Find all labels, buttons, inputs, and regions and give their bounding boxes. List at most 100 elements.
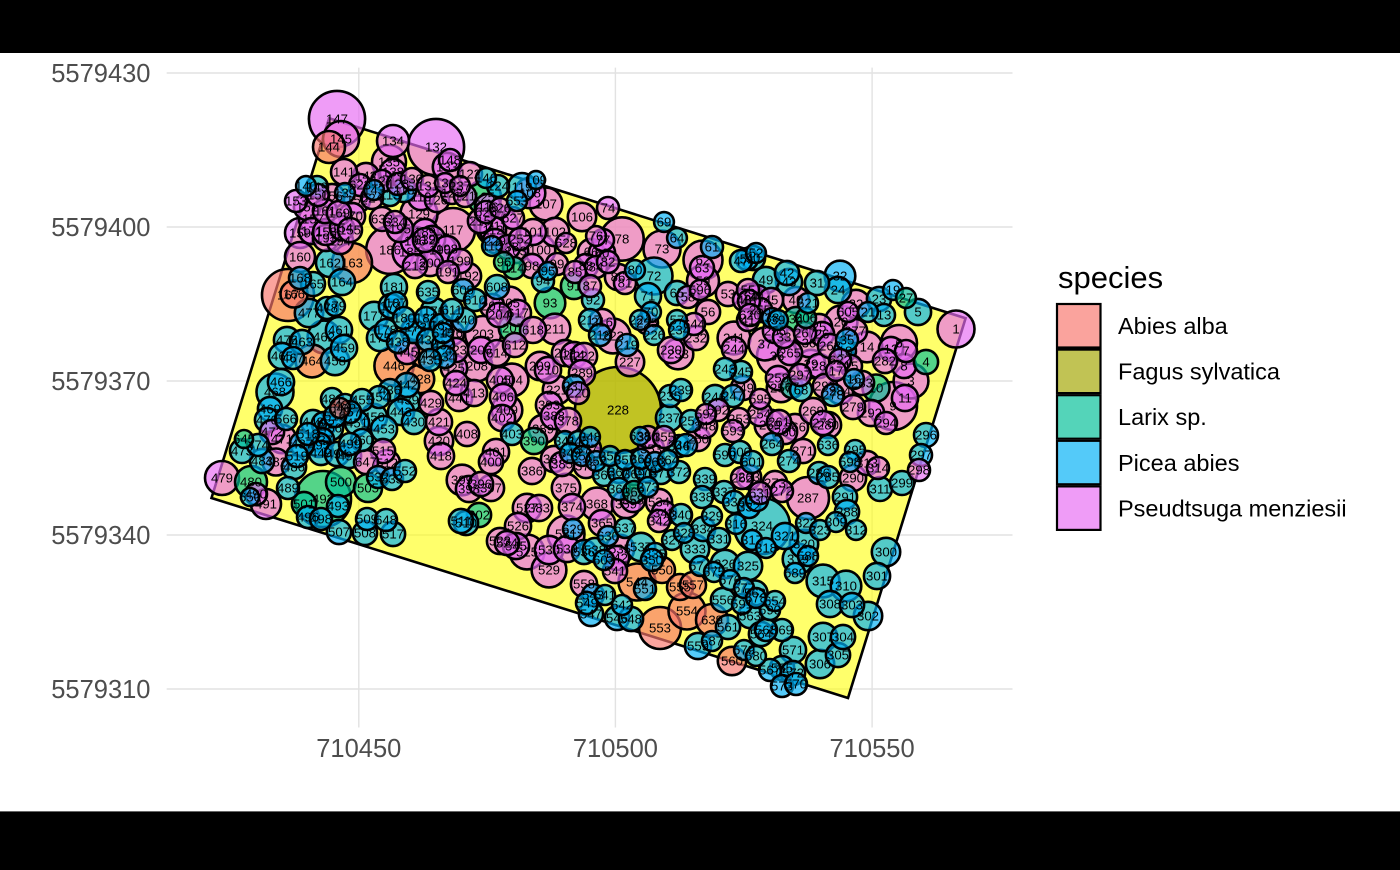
svg-text:30: 30: [802, 336, 817, 351]
svg-text:548: 548: [620, 612, 642, 627]
svg-text:196: 196: [404, 234, 426, 249]
svg-text:180: 180: [393, 311, 415, 326]
svg-text:219: 219: [616, 338, 638, 353]
svg-text:302: 302: [857, 609, 879, 624]
svg-text:299: 299: [891, 476, 913, 491]
svg-text:Larix sp.: Larix sp.: [1118, 404, 1207, 430]
svg-text:168: 168: [289, 271, 311, 286]
svg-text:565: 565: [771, 661, 793, 676]
svg-text:128: 128: [387, 177, 409, 192]
svg-text:437: 437: [311, 433, 333, 448]
svg-text:38: 38: [765, 311, 780, 326]
svg-text:639: 639: [701, 613, 723, 628]
svg-text:271: 271: [792, 444, 814, 459]
svg-text:330: 330: [746, 493, 768, 508]
svg-text:533: 533: [381, 472, 403, 487]
svg-text:633: 633: [371, 212, 393, 227]
svg-text:510: 510: [455, 516, 477, 531]
svg-text:336: 336: [723, 495, 745, 510]
svg-text:436: 436: [379, 383, 401, 398]
svg-text:152: 152: [346, 193, 368, 208]
svg-text:3: 3: [907, 374, 914, 389]
svg-text:314: 314: [867, 461, 889, 476]
svg-text:206: 206: [470, 343, 492, 358]
svg-text:631: 631: [749, 486, 771, 501]
svg-text:459: 459: [333, 341, 355, 356]
svg-text:430: 430: [403, 415, 425, 430]
svg-text:590: 590: [759, 603, 781, 618]
svg-text:288: 288: [836, 505, 858, 520]
svg-text:262: 262: [731, 471, 753, 486]
svg-text:32: 32: [833, 269, 848, 284]
svg-text:471: 471: [271, 432, 293, 447]
svg-text:532: 532: [367, 470, 389, 485]
svg-text:181: 181: [383, 280, 405, 295]
svg-text:24: 24: [831, 283, 846, 298]
svg-text:442: 442: [396, 378, 418, 393]
svg-text:345: 345: [567, 434, 589, 449]
svg-text:413: 413: [463, 386, 485, 401]
svg-text:5579310: 5579310: [51, 676, 150, 704]
svg-text:183: 183: [430, 318, 452, 333]
svg-text:228: 228: [607, 403, 629, 418]
svg-text:461: 461: [328, 323, 350, 338]
svg-text:576: 576: [719, 573, 741, 588]
svg-text:303: 303: [841, 598, 863, 613]
svg-text:16: 16: [847, 372, 862, 387]
svg-text:612: 612: [504, 338, 526, 353]
svg-text:645: 645: [233, 432, 255, 447]
svg-text:577: 577: [733, 581, 755, 596]
svg-text:269: 269: [802, 404, 824, 419]
svg-text:635: 635: [417, 285, 439, 300]
svg-text:211: 211: [544, 322, 565, 337]
svg-text:5579430: 5579430: [51, 60, 150, 88]
svg-text:179: 179: [324, 299, 346, 314]
svg-text:237: 237: [658, 411, 680, 426]
svg-text:11: 11: [898, 391, 912, 406]
svg-text:6: 6: [895, 336, 902, 351]
svg-text:57: 57: [670, 313, 685, 328]
svg-text:491: 491: [255, 497, 277, 512]
svg-text:Picea abies: Picea abies: [1118, 450, 1240, 476]
svg-text:710500: 710500: [573, 735, 658, 763]
svg-text:134: 134: [382, 134, 404, 149]
svg-text:591: 591: [731, 597, 753, 612]
svg-text:423: 423: [445, 343, 467, 358]
svg-text:315: 315: [812, 574, 834, 589]
svg-text:623: 623: [349, 178, 371, 193]
svg-text:46: 46: [742, 294, 757, 309]
svg-text:283: 283: [851, 376, 873, 391]
svg-text:276: 276: [812, 416, 834, 431]
svg-text:329: 329: [701, 509, 723, 524]
svg-text:359: 359: [615, 497, 637, 512]
svg-text:625: 625: [475, 205, 497, 220]
svg-text:594: 594: [695, 407, 717, 422]
svg-text:375: 375: [555, 481, 577, 496]
svg-text:41: 41: [741, 313, 756, 328]
svg-text:539: 539: [556, 542, 578, 557]
svg-text:76: 76: [589, 229, 604, 244]
svg-text:480: 480: [240, 475, 262, 490]
svg-text:141: 141: [333, 165, 355, 180]
svg-text:173: 173: [405, 320, 427, 335]
svg-text:291: 291: [834, 490, 856, 505]
svg-text:146: 146: [475, 171, 497, 186]
svg-text:84: 84: [589, 260, 604, 275]
svg-text:23: 23: [872, 292, 887, 307]
svg-text:21: 21: [861, 305, 876, 320]
svg-text:112: 112: [482, 223, 503, 238]
svg-text:119: 119: [511, 180, 532, 195]
svg-text:232: 232: [685, 331, 707, 346]
svg-text:229: 229: [484, 234, 506, 249]
svg-text:505: 505: [357, 481, 379, 496]
svg-text:601: 601: [741, 455, 763, 470]
svg-text:463: 463: [291, 335, 313, 350]
svg-text:273: 273: [764, 476, 786, 491]
svg-text:249: 249: [732, 381, 754, 396]
svg-text:501: 501: [293, 497, 315, 512]
svg-text:78: 78: [615, 232, 630, 247]
svg-text:27: 27: [899, 291, 914, 306]
svg-text:622: 622: [829, 353, 851, 368]
svg-text:99: 99: [550, 257, 565, 272]
svg-text:121: 121: [454, 189, 476, 204]
